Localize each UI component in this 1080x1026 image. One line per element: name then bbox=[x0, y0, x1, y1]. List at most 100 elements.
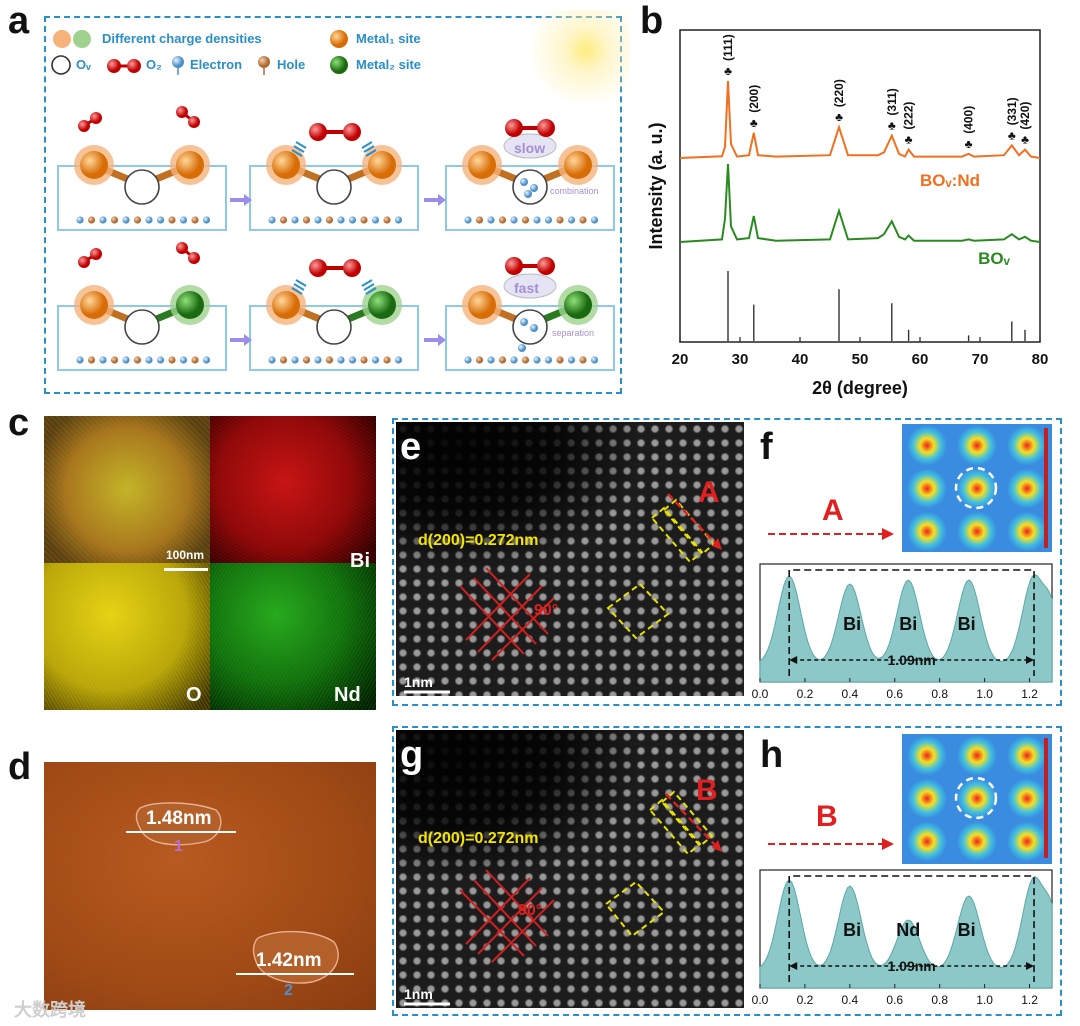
legend-hole: Hole bbox=[277, 57, 306, 72]
hole-icon bbox=[110, 356, 119, 364]
peak-label: Bi bbox=[843, 614, 861, 634]
panel-label-b: b bbox=[640, 0, 664, 42]
hole-icon bbox=[383, 216, 391, 224]
profile-tick-label: 1.0 bbox=[976, 993, 993, 1007]
metal2-icon bbox=[330, 56, 348, 74]
profile-tick-label: 1.2 bbox=[1021, 993, 1038, 1007]
peak-hkl-label: (222) bbox=[902, 102, 916, 130]
row-bottom bbox=[74, 242, 598, 352]
arrow-head bbox=[789, 656, 798, 664]
electron-icon bbox=[544, 216, 553, 224]
angle-g: 90° bbox=[518, 902, 543, 919]
eds-map-o bbox=[44, 563, 210, 710]
scale-bar-label: 100nm bbox=[166, 548, 205, 562]
x-tick-label: 50 bbox=[852, 351, 869, 368]
hole-icon bbox=[556, 356, 564, 364]
electron-icon bbox=[268, 356, 276, 364]
eds-map-overlay bbox=[44, 416, 210, 563]
separation-label: separation bbox=[552, 328, 595, 338]
afm-height-2: 1.42nm bbox=[256, 950, 322, 971]
electron-icon bbox=[314, 356, 322, 364]
electron-icon bbox=[533, 356, 541, 364]
legend-electron: Electron bbox=[190, 57, 243, 72]
hole-icon bbox=[579, 216, 587, 224]
electron-icon bbox=[487, 356, 495, 364]
profile-tick-label: 0.2 bbox=[797, 993, 814, 1007]
hole-icon bbox=[258, 56, 270, 75]
electron-icon bbox=[179, 356, 188, 364]
x-tick-label: 60 bbox=[912, 351, 929, 368]
peak-marker: ♣ bbox=[1008, 128, 1016, 142]
profile-tick-label: 0.4 bbox=[842, 993, 859, 1007]
row-top bbox=[74, 106, 598, 205]
profile-arrow-a bbox=[768, 528, 894, 540]
oxygen-vacancy-icon bbox=[51, 55, 71, 75]
hole-icon bbox=[475, 216, 484, 224]
electron-icon bbox=[122, 356, 130, 364]
electron-icon bbox=[122, 216, 130, 224]
panel-gh-frame bbox=[392, 726, 1062, 1016]
hole-icon bbox=[556, 216, 564, 224]
profile-tick-label: 0.2 bbox=[797, 687, 814, 701]
peak-label: Nd bbox=[896, 920, 920, 940]
hole-icon bbox=[191, 216, 199, 224]
electron-icon bbox=[76, 216, 84, 224]
profile-tick-label: 0.0 bbox=[752, 993, 769, 1007]
legend-metal2: Metal₂ site bbox=[356, 57, 422, 72]
hole-icon bbox=[87, 216, 96, 224]
peak-hkl-label: (200) bbox=[747, 85, 761, 113]
peak-label: Bi bbox=[958, 920, 976, 940]
mechanism-schematic bbox=[57, 106, 615, 371]
haadf-image-e: e A d(200)=0.272nm 90° 1nm bbox=[396, 422, 744, 696]
legend-charge: Different charge densities bbox=[102, 31, 262, 46]
series-label-bovnd: BOᵥ:Nd bbox=[920, 171, 980, 190]
panel-label-f: f bbox=[760, 426, 773, 468]
electron-icon bbox=[291, 216, 299, 224]
peak-hkl-label: (420) bbox=[1018, 102, 1032, 130]
hole-icon bbox=[133, 356, 142, 364]
combination-label: combination bbox=[550, 186, 599, 196]
profile-tick-label: 1.2 bbox=[1021, 687, 1038, 701]
series-label-bov: BOᵥ bbox=[978, 249, 1011, 268]
fft-map-h bbox=[902, 734, 1052, 864]
panel-label-c: c bbox=[8, 402, 30, 444]
panel-label-g: g bbox=[400, 734, 424, 776]
electron-icon bbox=[533, 216, 541, 224]
peak-label: Bi bbox=[958, 614, 976, 634]
hole-icon bbox=[168, 356, 176, 364]
afm-marker-2: 2 bbox=[284, 982, 293, 999]
hole-icon bbox=[325, 356, 334, 364]
legend-ov: Oᵥ bbox=[76, 57, 91, 72]
x-axis-label: 2θ (degree) bbox=[812, 378, 908, 398]
profile-tick-label: 0.6 bbox=[886, 687, 903, 701]
electron-icon bbox=[394, 356, 403, 364]
scale-bar-label-e: 1nm bbox=[404, 674, 433, 690]
electron-icon bbox=[202, 356, 211, 364]
metal1-icon bbox=[330, 30, 348, 48]
eds-map-nd bbox=[210, 563, 376, 710]
scale-bar bbox=[164, 568, 208, 571]
element-label-o: O bbox=[186, 684, 202, 706]
hole-icon bbox=[521, 216, 530, 224]
d-spacing-e: d(200)=0.272nm bbox=[418, 532, 539, 549]
hole-icon bbox=[360, 216, 368, 224]
electron-icon bbox=[487, 216, 495, 224]
xrd-chart: 20 30 40 50 60 70 80 2θ (degree) Intensity (a. u… bbox=[646, 29, 1048, 398]
charge-density-icon bbox=[53, 30, 91, 48]
electron-icon bbox=[464, 216, 472, 224]
hole-icon bbox=[168, 216, 176, 224]
hole-icon bbox=[302, 216, 311, 224]
afm-marker-1: 1 bbox=[174, 838, 183, 855]
profile-arrow-b bbox=[768, 838, 894, 850]
eds-mapping: 100nm Bi O Nd bbox=[44, 416, 376, 710]
x-tick-label: 20 bbox=[672, 351, 689, 368]
peak-hkl-label: (331) bbox=[1005, 97, 1019, 125]
eds-map-bi bbox=[210, 416, 376, 563]
hole-icon bbox=[133, 216, 142, 224]
arrow-head bbox=[1026, 656, 1035, 664]
peak-marker: ♣ bbox=[888, 119, 896, 133]
xrd-series-bov bbox=[679, 163, 1041, 243]
fft-map-f bbox=[902, 424, 1052, 552]
o2-icon bbox=[107, 59, 141, 73]
afm-image: 1.48nm 1 1.42nm 2 bbox=[44, 762, 376, 1010]
